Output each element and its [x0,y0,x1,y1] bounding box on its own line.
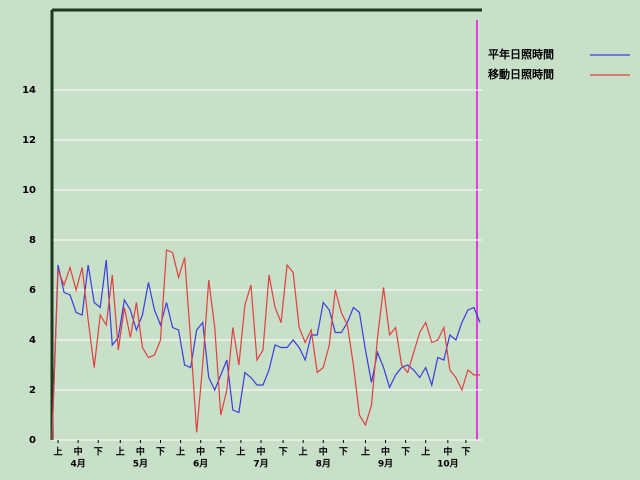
y-tick-label: 4 [29,335,36,346]
series-line [51,259,481,441]
x-tick-label: 上 [116,446,125,458]
series-line [51,249,480,441]
x-tick-label: 上 [299,446,308,458]
x-tick-label: 中 [256,446,265,458]
x-tick-label: 中 [74,446,83,458]
x-tick-label: 上 [361,446,370,458]
x-tick-label: 上 [54,446,63,458]
x-tick-label: 下 [216,447,225,458]
month-label: 5月 [133,459,148,470]
x-tick-label: 中 [319,446,328,458]
y-tick-label: 12 [22,135,36,146]
x-tick-label: 中 [381,446,390,458]
legend-label: 移動日照時間 [488,67,554,81]
x-tick-label: 中 [443,446,452,458]
x-tick-label: 下 [279,447,288,458]
legend-label: 平年日照時間 [488,47,554,61]
month-label: 4月 [70,459,85,470]
x-tick-label: 下 [401,447,410,458]
x-tick-label: 上 [176,446,185,458]
y-tick-label: 8 [29,235,36,246]
month-label: 10月 [437,459,459,470]
x-tick-label: 下 [156,447,165,458]
x-tick-label: 下 [94,447,103,458]
month-label: 6月 [193,459,208,470]
y-tick-label: 14 [22,85,36,96]
y-tick-label: 0 [29,435,36,446]
y-tick-label: 6 [29,285,36,296]
y-tick-label: 2 [29,385,36,396]
month-label: 9月 [378,459,393,470]
x-tick-label: 下 [339,447,348,458]
month-label: 8月 [316,459,331,470]
x-tick-label: 中 [136,446,145,458]
x-tick-label: 下 [461,447,470,458]
x-tick-label: 上 [236,446,245,458]
x-tick-label: 上 [421,446,430,458]
y-tick-label: 10 [22,185,36,196]
month-label: 7月 [253,459,268,470]
x-tick-label: 中 [196,446,205,458]
